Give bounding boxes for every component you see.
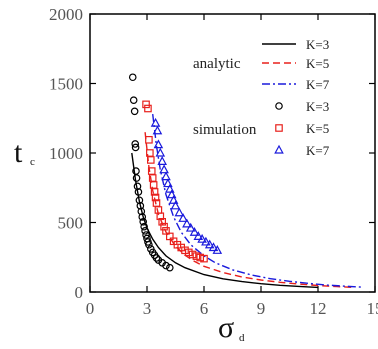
x-tick-label: 0: [86, 299, 95, 318]
x-axis-title: σ: [218, 311, 234, 344]
legend-group-label-simulation: simulation: [193, 122, 257, 138]
simulation-point-k7: [162, 173, 170, 180]
simulation-point-k7: [160, 166, 168, 173]
legend-entry-label: K=7: [306, 143, 330, 158]
legend-entry-label: K=5: [306, 121, 329, 136]
analytic-curves: [132, 114, 362, 287]
y-tick-label: 1500: [49, 75, 83, 94]
x-tick-label: 6: [200, 299, 209, 318]
y-axis-title: t: [14, 136, 23, 169]
simulation-point-k3: [131, 108, 137, 114]
simulation-point-k5: [145, 105, 151, 111]
legend: analytic K=3 K=5 K=7 simulation K=3 K=5 K=7: [193, 37, 330, 158]
y-tick-label: 2000: [49, 5, 83, 24]
y-axis-title-subscript: c: [30, 156, 35, 168]
simulation-point-k3: [130, 74, 136, 80]
simulation-point-k7: [176, 209, 184, 216]
legend-marker-sample: [275, 146, 283, 153]
x-tick-label: 15: [367, 299, 378, 318]
y-tick-label: 500: [58, 214, 84, 233]
legend-marker-sample: [276, 125, 282, 131]
x-axis-title-subscript: d: [239, 332, 245, 344]
legend-entry-label: K=5: [306, 56, 329, 71]
legend-entry-label: K=3: [306, 37, 329, 52]
simulation-point-k3: [131, 97, 137, 103]
x-tick-label: 3: [143, 299, 152, 318]
simulation-point-k5: [143, 101, 149, 107]
x-tick-label: 9: [257, 299, 266, 318]
x-tick-label: 12: [310, 299, 327, 318]
analytic-line-k7: [153, 114, 362, 287]
legend-group-label-analytic: analytic: [193, 56, 241, 72]
simulation-point-k3: [133, 175, 139, 181]
y-tick-label: 1000: [49, 144, 83, 163]
legend-marker-sample: [276, 103, 282, 109]
simulation-point-k7: [158, 157, 166, 164]
simulation-point-k5: [146, 137, 152, 143]
legend-entry-label: K=7: [306, 77, 330, 92]
legend-entry-label: K=3: [306, 99, 329, 114]
simulation-markers: [130, 74, 222, 271]
y-tick-label: 0: [75, 283, 84, 302]
